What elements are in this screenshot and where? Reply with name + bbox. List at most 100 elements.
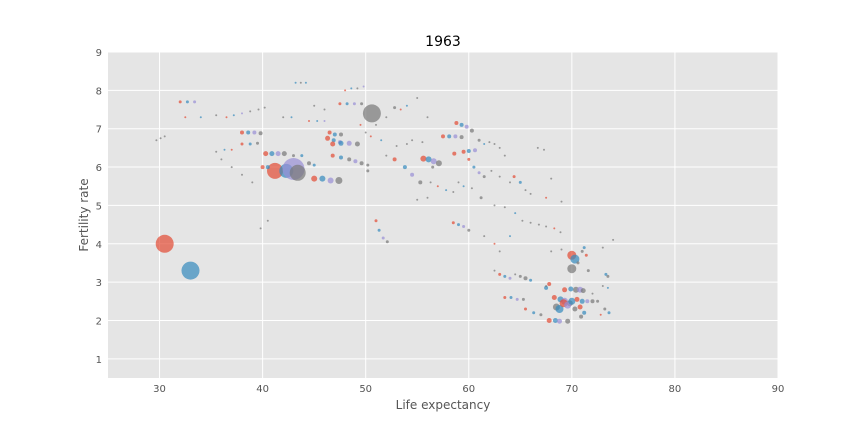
data-point — [360, 102, 364, 106]
data-point — [574, 296, 580, 302]
data-point — [338, 102, 342, 106]
data-point — [498, 250, 501, 253]
data-point — [582, 246, 586, 250]
x-tick-label: 90 — [772, 384, 785, 395]
data-point — [304, 81, 307, 84]
data-point — [445, 189, 448, 192]
data-point — [524, 307, 527, 311]
data-point — [467, 228, 471, 232]
x-tick-label: 50 — [359, 384, 372, 395]
data-point — [567, 264, 577, 274]
y-tick-label: 5 — [96, 201, 102, 212]
data-point — [521, 297, 525, 301]
data-point — [240, 142, 244, 146]
data-point — [307, 161, 311, 166]
data-point — [503, 274, 507, 278]
data-point — [230, 166, 233, 169]
data-point — [477, 171, 481, 175]
data-point — [452, 151, 457, 156]
data-point — [385, 154, 388, 157]
data-point — [430, 158, 437, 165]
data-point — [215, 150, 218, 153]
data-point — [323, 108, 326, 111]
data-point — [184, 116, 187, 119]
data-point — [585, 299, 590, 304]
data-point — [300, 154, 304, 158]
data-point — [299, 81, 302, 84]
data-point — [509, 235, 511, 238]
data-point — [553, 227, 556, 230]
data-point — [313, 104, 316, 107]
data-point — [493, 242, 496, 245]
data-point — [220, 158, 223, 161]
data-point — [537, 223, 540, 226]
data-point — [441, 134, 445, 139]
data-point — [275, 151, 281, 157]
data-point — [225, 116, 228, 119]
data-point — [453, 134, 458, 139]
data-point — [532, 311, 536, 315]
data-point — [362, 85, 365, 88]
chart-title: 1963 — [425, 34, 461, 50]
data-points — [155, 81, 615, 324]
data-point — [498, 272, 502, 276]
data-point — [582, 310, 587, 315]
data-point — [359, 161, 364, 166]
data-point — [155, 139, 158, 142]
data-point — [380, 139, 383, 142]
data-point — [251, 181, 254, 184]
data-point — [155, 234, 174, 253]
data-point — [431, 165, 435, 169]
data-point — [323, 120, 326, 122]
data-point — [319, 175, 326, 182]
data-point — [345, 102, 349, 106]
data-point — [490, 169, 493, 172]
data-point — [246, 130, 251, 135]
data-point — [263, 106, 266, 109]
data-point — [550, 250, 553, 253]
data-point — [241, 112, 243, 115]
y-tick-label: 3 — [96, 278, 102, 289]
data-point — [325, 135, 331, 141]
data-point — [425, 156, 432, 163]
data-point — [498, 175, 501, 178]
data-point — [546, 318, 552, 323]
grid-lines — [108, 51, 779, 378]
data-point — [193, 100, 197, 104]
data-point — [586, 269, 590, 273]
data-point — [518, 180, 522, 184]
data-point — [327, 177, 334, 184]
data-point — [405, 143, 408, 145]
data-point — [579, 298, 585, 304]
data-point — [350, 87, 353, 90]
y-axis-label: Fertility rate — [77, 178, 91, 251]
data-point — [353, 159, 358, 164]
data-point — [550, 177, 553, 180]
data-point — [421, 141, 424, 144]
data-point — [580, 249, 584, 253]
data-point — [426, 116, 429, 119]
data-point — [454, 121, 459, 125]
data-point — [543, 148, 545, 151]
data-point — [163, 135, 166, 138]
data-point — [416, 198, 419, 201]
x-tick-label: 70 — [565, 384, 578, 395]
data-point — [579, 314, 584, 319]
data-point — [576, 261, 580, 265]
data-point — [555, 305, 564, 313]
data-point — [599, 313, 602, 316]
x-tick-label: 40 — [256, 384, 269, 395]
data-point — [560, 248, 563, 251]
data-point — [332, 132, 337, 137]
data-point — [375, 123, 377, 126]
data-point — [359, 123, 362, 126]
data-point — [377, 228, 381, 232]
data-point — [483, 143, 486, 145]
data-point — [503, 206, 506, 209]
data-point — [547, 282, 552, 286]
data-point — [312, 163, 316, 167]
data-point — [601, 246, 604, 249]
data-point — [580, 288, 586, 294]
data-point — [366, 169, 370, 173]
